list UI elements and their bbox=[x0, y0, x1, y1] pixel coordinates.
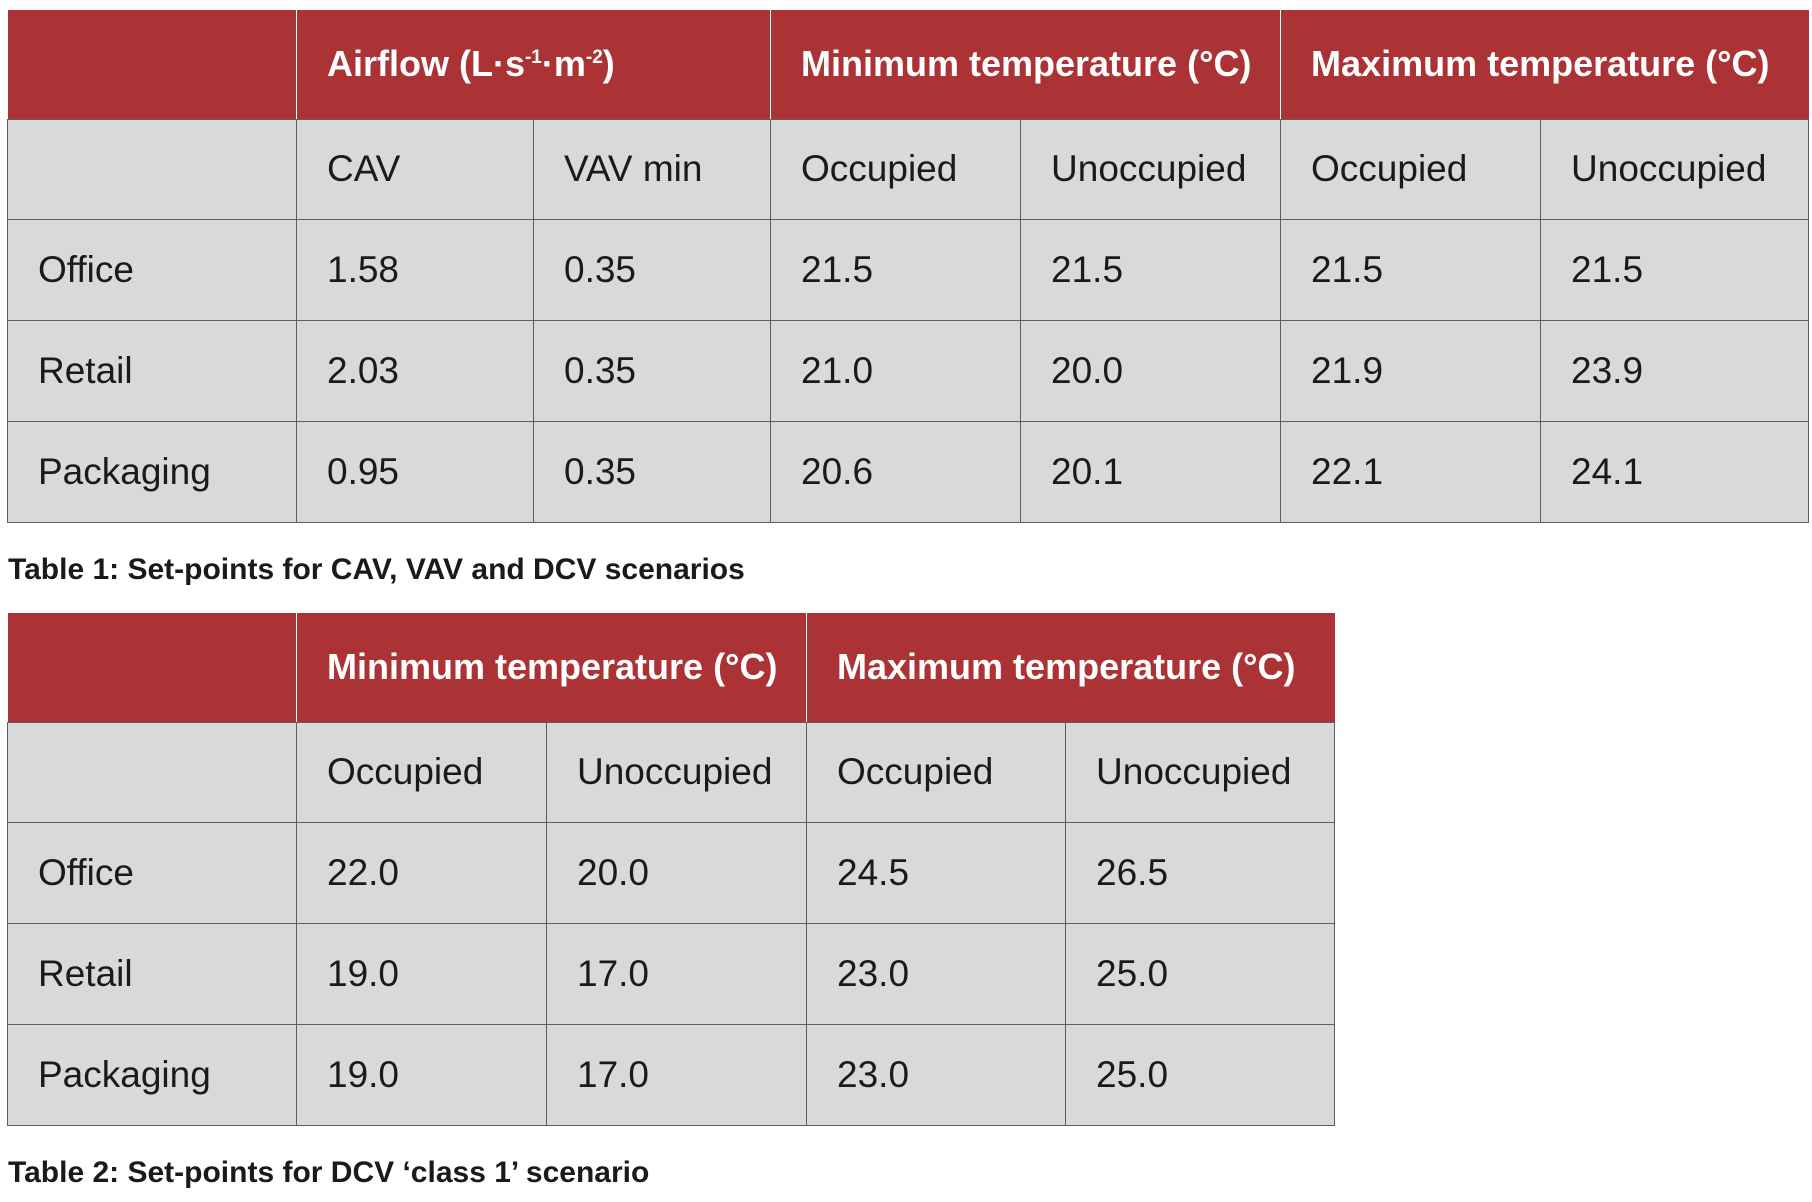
sub-header-max-unoccupied: Unoccupied bbox=[1540, 118, 1810, 220]
table-cell: 21.0 bbox=[770, 319, 1022, 422]
table-cell: 21.5 bbox=[1540, 218, 1810, 321]
table-cell: 20.0 bbox=[545, 821, 808, 924]
max-temperature-header: Maximum temperature (°C) bbox=[1280, 10, 1809, 120]
table-row: Office 1.58 0.35 21.5 21.5 21.5 21.5 bbox=[7, 218, 1810, 321]
max-temperature-header: Maximum temperature (°C) bbox=[806, 613, 1335, 723]
table-row: Packaging 0.95 0.35 20.6 20.1 22.1 24.1 bbox=[7, 420, 1810, 523]
setpoints-table-2: Minimum temperature (°C) Maximum tempera… bbox=[7, 613, 1336, 1126]
row-label: Packaging bbox=[7, 1023, 297, 1126]
table-row: Office 22.0 20.0 24.5 26.5 bbox=[7, 821, 1336, 924]
table-cell: 2.03 bbox=[296, 319, 534, 422]
table-cell: 0.35 bbox=[532, 420, 772, 523]
table-2-caption: Table 2: Set-points for DCV ‘class 1’ sc… bbox=[8, 1156, 650, 1189]
table-2-sub-header-row: Occupied Unoccupied Occupied Unoccupied bbox=[7, 721, 1336, 823]
table-cell: 19.0 bbox=[296, 1023, 547, 1126]
row-label: Retail bbox=[7, 922, 297, 1025]
table-cell: 17.0 bbox=[545, 922, 808, 1025]
table-cell: 23.0 bbox=[806, 1023, 1067, 1126]
table-cell: 21.5 bbox=[1020, 218, 1282, 321]
row-label: Office bbox=[7, 218, 297, 321]
row-label: Retail bbox=[7, 319, 297, 422]
table-cell: 22.0 bbox=[296, 821, 547, 924]
empty-header-cell bbox=[7, 10, 297, 120]
sub-header-min-occupied: Occupied bbox=[770, 118, 1022, 220]
table-row: Retail 2.03 0.35 21.0 20.0 21.9 23.9 bbox=[7, 319, 1810, 422]
table-cell: 0.35 bbox=[532, 319, 772, 422]
table-2-group-header-row: Minimum temperature (°C) Maximum tempera… bbox=[7, 613, 1335, 723]
table-cell: 23.0 bbox=[806, 922, 1067, 1025]
sub-header-cav: CAV bbox=[296, 118, 534, 220]
setpoints-table-1: Airflow (L·s-1·m-2) Minimum temperature … bbox=[7, 10, 1810, 523]
sub-header-min-occupied: Occupied bbox=[296, 721, 547, 823]
min-temperature-header: Minimum temperature (°C) bbox=[295, 613, 808, 723]
sub-header-min-unoccupied: Unoccupied bbox=[1020, 118, 1282, 220]
min-temperature-header: Minimum temperature (°C) bbox=[770, 10, 1282, 120]
table-cell: 19.0 bbox=[296, 922, 547, 1025]
empty-header-cell bbox=[7, 613, 297, 723]
empty-cell bbox=[7, 118, 297, 220]
sub-header-vav-min: VAV min bbox=[532, 118, 772, 220]
table-1-sub-header-row: CAV VAV min Occupied Unoccupied Occupied… bbox=[7, 118, 1810, 220]
table-cell: 23.9 bbox=[1540, 319, 1810, 422]
table-cell: 25.0 bbox=[1065, 1023, 1336, 1126]
sub-header-min-unoccupied: Unoccupied bbox=[545, 721, 808, 823]
table-1-caption: Table 1: Set-points for CAV, VAV and DCV… bbox=[8, 553, 745, 586]
sub-header-max-occupied: Occupied bbox=[806, 721, 1067, 823]
table-cell: 20.0 bbox=[1020, 319, 1282, 422]
table-cell: 25.0 bbox=[1065, 922, 1336, 1025]
table-1-group-header-row: Airflow (L·s-1·m-2) Minimum temperature … bbox=[7, 10, 1809, 120]
table-row: Retail 19.0 17.0 23.0 25.0 bbox=[7, 922, 1336, 1025]
table-cell: 22.1 bbox=[1280, 420, 1542, 523]
table-cell: 24.5 bbox=[806, 821, 1067, 924]
airflow-header: Airflow (L·s-1·m-2) bbox=[295, 10, 772, 120]
table-row: Packaging 19.0 17.0 23.0 25.0 bbox=[7, 1023, 1336, 1126]
table-cell: 0.35 bbox=[532, 218, 772, 321]
table-cell: 21.5 bbox=[770, 218, 1022, 321]
table-cell: 21.9 bbox=[1280, 319, 1542, 422]
row-label: Office bbox=[7, 821, 297, 924]
table-cell: 20.6 bbox=[770, 420, 1022, 523]
empty-cell bbox=[7, 721, 297, 823]
sub-header-max-unoccupied: Unoccupied bbox=[1065, 721, 1336, 823]
table-cell: 17.0 bbox=[545, 1023, 808, 1126]
row-label: Packaging bbox=[7, 420, 297, 523]
table-cell: 1.58 bbox=[296, 218, 534, 321]
sub-header-max-occupied: Occupied bbox=[1280, 118, 1542, 220]
table-cell: 24.1 bbox=[1540, 420, 1810, 523]
table-cell: 21.5 bbox=[1280, 218, 1542, 321]
table-cell: 0.95 bbox=[296, 420, 534, 523]
table-cell: 20.1 bbox=[1020, 420, 1282, 523]
table-cell: 26.5 bbox=[1065, 821, 1336, 924]
